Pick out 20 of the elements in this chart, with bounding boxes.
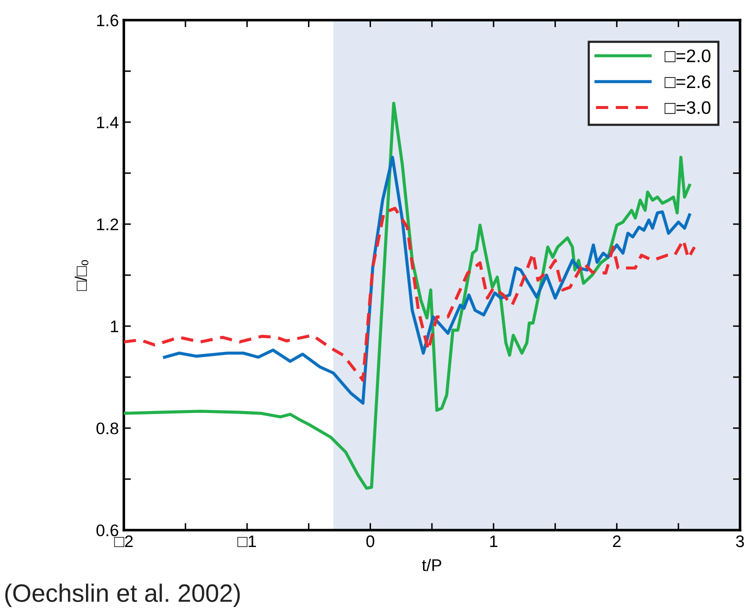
y-tick-label: 1.4 [97, 116, 118, 128]
x-tick-label: 0 [366, 535, 374, 548]
text: (Oechslin et al. 2002) [5, 584, 240, 607]
x-tick-label: 3 [736, 535, 744, 548]
x-tick-label: □1 [237, 536, 256, 548]
x-tick-label: 2 [612, 535, 621, 548]
x-tick-label: □2 [114, 535, 133, 548]
line-series [124, 206, 696, 382]
y-tick-label: 0.6 [96, 524, 118, 536]
y-tick-label: 1 [110, 320, 118, 332]
x-axis-title: t/P [422, 558, 442, 572]
y-tick-label: 1.6 [97, 14, 118, 26]
legend-label: □=2.0 [664, 49, 710, 62]
x-tick-label: 1 [490, 536, 498, 548]
legend-label: □=3.0 [664, 101, 710, 114]
y-tick-label: 0.8 [96, 422, 118, 434]
y-axis-title: □/□₀ [74, 260, 88, 291]
legend-label: □=2.6 [664, 75, 710, 88]
y-tick-label: 1.2 [97, 218, 118, 230]
line-series [162, 156, 692, 405]
